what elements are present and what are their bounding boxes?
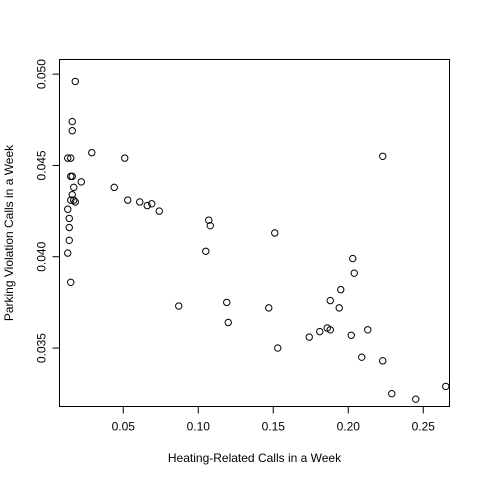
data-point <box>64 249 72 257</box>
data-point <box>70 196 78 204</box>
data-point <box>65 223 73 232</box>
data-point <box>110 183 118 192</box>
data-point <box>88 148 96 157</box>
data-point <box>326 296 334 305</box>
data-point <box>412 395 420 403</box>
data-point <box>67 172 75 181</box>
y-tick-label: 0.045 <box>35 150 49 180</box>
y-tick-label: 0.050 <box>35 59 49 89</box>
x-axis-title: Heating-Related Calls in a Week <box>168 451 342 465</box>
data-point <box>223 298 231 307</box>
data-point <box>65 236 73 245</box>
y-tick-label: 0.035 <box>35 333 49 363</box>
data-point <box>379 357 387 365</box>
data-point <box>347 331 355 339</box>
x-tick-label: 0.15 <box>262 420 286 434</box>
data-point <box>77 178 85 186</box>
data-point <box>305 333 313 341</box>
data-points <box>64 77 450 403</box>
data-point <box>155 207 163 215</box>
data-point <box>337 285 345 294</box>
data-point <box>143 201 151 210</box>
x-tick-label: 0.10 <box>187 420 211 434</box>
data-point <box>442 382 450 391</box>
data-point <box>136 198 144 206</box>
data-point <box>326 326 334 334</box>
data-point <box>316 327 324 336</box>
data-point <box>64 205 72 213</box>
data-point <box>67 196 75 204</box>
y-axis: 0.035 0.040 0.045 0.050 <box>35 59 60 363</box>
data-point <box>68 117 76 126</box>
data-point <box>274 344 282 352</box>
data-point <box>71 77 79 86</box>
data-point <box>67 154 75 162</box>
data-point <box>121 154 129 162</box>
data-point <box>271 229 279 237</box>
data-point <box>68 127 76 135</box>
data-point <box>388 390 396 398</box>
y-tick-label: 0.040 <box>35 241 49 271</box>
data-point <box>205 216 213 224</box>
data-point <box>202 247 210 255</box>
data-point <box>67 278 75 287</box>
data-point <box>148 200 156 208</box>
data-point <box>64 154 72 162</box>
x-axis: 0.05 0.10 0.15 0.20 0.25 <box>112 406 436 434</box>
x-tick-label: 0.25 <box>412 420 436 434</box>
x-tick-label: 0.20 <box>337 420 361 434</box>
data-point <box>68 172 76 181</box>
data-point <box>124 196 132 204</box>
data-point <box>379 152 387 160</box>
data-point <box>349 254 357 263</box>
data-point <box>335 304 343 312</box>
data-point <box>265 304 273 312</box>
data-point <box>70 183 78 192</box>
data-point <box>224 318 232 327</box>
plot-frame <box>59 59 450 407</box>
x-tick-label: 0.05 <box>112 420 136 434</box>
data-point <box>71 198 79 206</box>
data-point <box>175 302 183 310</box>
data-point <box>206 221 214 230</box>
data-point <box>358 353 366 361</box>
data-point <box>364 326 372 334</box>
y-axis-title: Parking Violation Calls in a Week <box>2 144 16 321</box>
data-point <box>350 269 358 277</box>
data-point <box>65 214 73 223</box>
data-point <box>68 190 76 199</box>
